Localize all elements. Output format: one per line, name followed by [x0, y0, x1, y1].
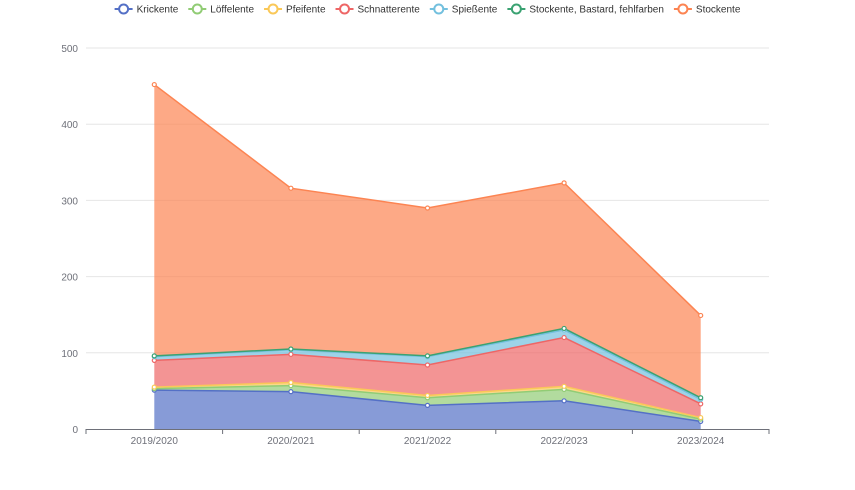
point-schnatterente-1	[288, 351, 294, 357]
legend-swatch-icon	[267, 3, 279, 15]
point-pfeifente-3	[561, 383, 567, 389]
point-schnatterente-4	[698, 401, 704, 407]
legend-item-loeffelente: Löffelente	[188, 3, 254, 16]
point-stockente-2	[424, 205, 431, 211]
point-stockente-bastard-fehlfarben-0	[151, 353, 157, 359]
point-stockente-bastard-fehlfarben-1	[288, 346, 294, 352]
legend-item-pfeifente: Pfeifente	[264, 3, 326, 16]
point-schnatterente-2	[424, 362, 431, 368]
legend-swatch-icon	[677, 3, 689, 15]
legend-swatch-icon	[339, 3, 351, 15]
point-stockente-bastard-fehlfarben-4	[698, 395, 704, 401]
y-tick-label: 300	[61, 196, 78, 207]
point-krickente-2	[424, 402, 431, 408]
y-tick-label: 400	[61, 120, 78, 131]
legend-item-stockente-bastard-fehlfarben: Stockente, Bastard, fehlfarben	[507, 3, 664, 16]
legend-label: Löffelente	[210, 5, 254, 16]
legend-label: Schnatterente	[358, 5, 421, 16]
x-tick-label: 2020/2021	[267, 436, 315, 447]
legend-label: Stockente, Bastard, fehlfarben	[529, 5, 664, 16]
legend-item-spiessente: Spießente	[429, 3, 498, 16]
area-schnatterente	[154, 337, 701, 418]
y-tick-label: 200	[61, 273, 78, 284]
legend-item-krickente: Krickente	[114, 3, 179, 16]
axes: 0 100 200 300 400 500 2019/2020 2020/2021 2021/2…	[61, 44, 770, 447]
point-krickente-3	[561, 398, 567, 404]
area-krickente	[154, 390, 701, 429]
y-tick-label: 500	[61, 44, 78, 55]
legend-label: Spießente	[452, 5, 498, 16]
point-stockente-bastard-fehlfarben-3	[561, 325, 567, 332]
legend-swatch-icon	[433, 3, 445, 15]
point-stockente-1	[288, 185, 294, 191]
point-pfeifente-4	[698, 414, 704, 421]
x-tick-label: 2023/2024	[677, 436, 725, 447]
area-stockente	[154, 84, 701, 398]
area-pfeifente	[154, 382, 701, 420]
legend-label: Stockente	[696, 5, 741, 16]
x-tick-label: 2021/2022	[404, 436, 452, 447]
point-stockente-3	[561, 180, 567, 186]
y-tick-label: 100	[61, 349, 78, 360]
legend-label: Krickente	[137, 5, 179, 16]
series-points	[151, 81, 704, 424]
legend: Krickente Löffelente Pfeifente Schnatterent…	[114, 3, 741, 16]
point-stockente-bastard-fehlfarben-2	[424, 353, 431, 359]
legend-swatch-icon	[191, 3, 203, 15]
point-stockente-4	[698, 312, 704, 319]
x-tick-label: 2019/2020	[131, 436, 179, 447]
legend-swatch-icon	[510, 3, 522, 15]
x-tick-label: 2022/2023	[540, 436, 588, 447]
legend-item-schnatterente: Schnatterente	[335, 3, 421, 16]
point-pfeifente-1	[288, 379, 294, 386]
point-stockente-0	[151, 81, 157, 88]
point-pfeifente-2	[424, 392, 431, 399]
point-pfeifente-0	[151, 384, 157, 390]
y-tick-label: 0	[72, 425, 78, 436]
series-areas	[154, 84, 701, 429]
legend-label: Pfeifente	[286, 5, 326, 16]
legend-item-stockente: Stockente	[673, 3, 741, 16]
point-schnatterente-3	[561, 334, 567, 341]
legend-swatch-icon	[118, 3, 130, 15]
point-krickente-1	[288, 389, 294, 395]
